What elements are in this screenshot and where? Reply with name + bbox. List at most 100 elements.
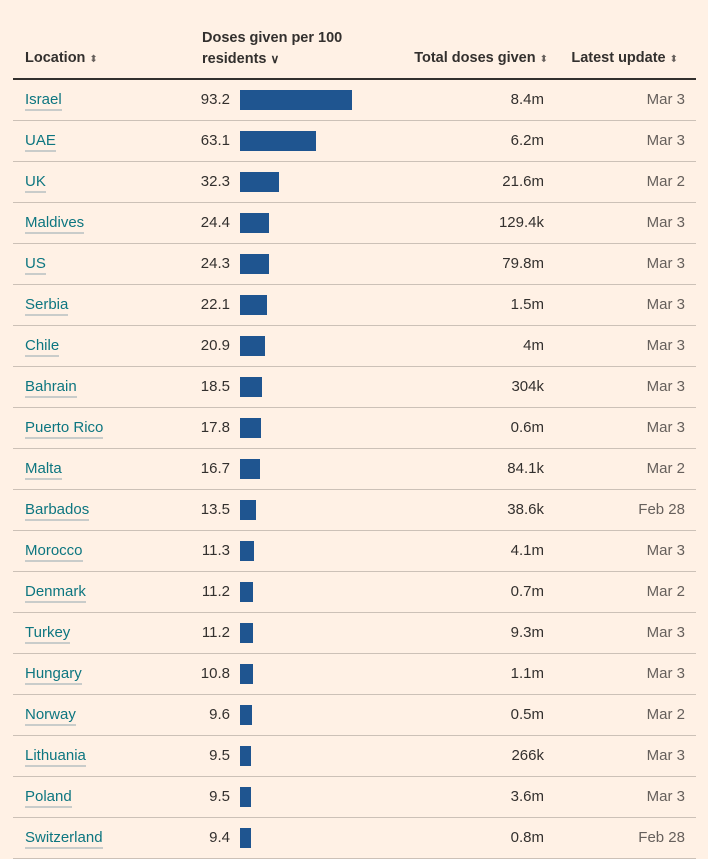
location-name[interactable]: Hungary xyxy=(25,665,82,685)
latest-update: Mar 3 xyxy=(646,788,685,805)
doses-value: 13.5 xyxy=(200,501,230,518)
doses-value: 9.5 xyxy=(209,747,230,764)
latest-update: Mar 3 xyxy=(646,132,685,149)
sort-location-header[interactable]: Location ⬍ xyxy=(25,48,98,70)
location-link[interactable]: Poland xyxy=(25,777,72,817)
location-name[interactable]: Barbados xyxy=(25,501,90,521)
table-body: Israel 93.2 8.4m Mar 3 UAE 63.1 6.2m Mar 3 UK 32.… xyxy=(13,80,696,859)
table-row: Denmark 11.2 0.7m Mar 2 xyxy=(13,572,696,613)
location-name[interactable]: Morocco xyxy=(25,542,83,562)
latest-update: Mar 3 xyxy=(646,624,685,641)
table-row: Switzerland 9.4 0.8m Feb 28 xyxy=(13,818,696,859)
location-name[interactable]: Israel xyxy=(25,91,62,111)
location-link[interactable]: US xyxy=(25,244,46,284)
location-name[interactable]: UAE xyxy=(25,132,56,152)
table-row: Turkey 11.2 9.3m Mar 3 xyxy=(13,613,696,654)
latest-update: Mar 2 xyxy=(646,173,685,190)
location-name[interactable]: Turkey xyxy=(25,624,71,644)
total-doses: 0.5m xyxy=(510,706,544,723)
total-doses: 304k xyxy=(511,378,544,395)
table-row: UAE 63.1 6.2m Mar 3 xyxy=(13,121,696,162)
location-name[interactable]: US xyxy=(25,255,46,275)
total-doses: 0.6m xyxy=(510,419,544,436)
doses-bar xyxy=(240,623,254,643)
total-doses: 79.8m xyxy=(502,255,544,272)
doses-value: 17.8 xyxy=(200,419,230,436)
latest-update: Mar 3 xyxy=(646,542,685,559)
table-row: Poland 9.5 3.6m Mar 3 xyxy=(13,777,696,818)
doses-bar xyxy=(240,664,253,684)
total-doses: 8.4m xyxy=(510,91,544,108)
doses-bar xyxy=(240,295,267,315)
location-name[interactable]: Chile xyxy=(25,337,60,357)
doses-value: 9.4 xyxy=(209,829,230,846)
sort-doses-header[interactable]: Doses given per 100 residents ∨ xyxy=(202,28,372,70)
doses-bar xyxy=(240,172,279,192)
location-link[interactable]: UK xyxy=(25,162,46,202)
latest-update: Mar 3 xyxy=(646,337,685,354)
total-doses: 4m xyxy=(523,337,544,354)
location-link[interactable]: Bahrain xyxy=(25,367,77,407)
total-doses: 84.1k xyxy=(507,460,544,477)
location-name[interactable]: Malta xyxy=(25,460,62,480)
total-doses: 266k xyxy=(511,747,544,764)
location-link[interactable]: UAE xyxy=(25,121,56,161)
location-name[interactable]: Bahrain xyxy=(25,378,77,398)
location-link[interactable]: Chile xyxy=(25,326,60,366)
total-doses: 6.2m xyxy=(510,132,544,149)
location-name[interactable]: Lithuania xyxy=(25,747,86,767)
doses-value: 9.5 xyxy=(209,788,230,805)
doses-bar xyxy=(240,787,252,807)
location-link[interactable]: Barbados xyxy=(25,490,90,530)
location-name[interactable]: Switzerland xyxy=(25,829,103,849)
location-link[interactable]: Serbia xyxy=(25,285,69,325)
table-header: Location ⬍ Doses given per 100 residents ∨… xyxy=(13,0,696,80)
doses-bar xyxy=(240,418,262,438)
location-name[interactable]: Serbia xyxy=(25,296,69,316)
location-link[interactable]: Norway xyxy=(25,695,76,735)
table-row: Malta 16.7 84.1k Mar 2 xyxy=(13,449,696,490)
doses-value: 22.1 xyxy=(200,296,230,313)
doses-bar xyxy=(240,459,260,479)
location-name[interactable]: Norway xyxy=(25,706,76,726)
location-link[interactable]: Morocco xyxy=(25,531,83,571)
doses-value: 24.3 xyxy=(200,255,230,272)
location-link[interactable]: Turkey xyxy=(25,613,71,653)
latest-update: Mar 3 xyxy=(646,378,685,395)
location-link[interactable]: Malta xyxy=(25,449,62,489)
latest-update: Feb 28 xyxy=(638,501,685,518)
location-name[interactable]: Maldives xyxy=(25,214,85,234)
header-label: Doses given per 100 residents xyxy=(202,30,343,67)
table-row: Chile 20.9 4m Mar 3 xyxy=(13,326,696,367)
total-doses: 9.3m xyxy=(510,624,544,641)
table-row: Norway 9.6 0.5m Mar 2 xyxy=(13,695,696,736)
doses-value: 11.2 xyxy=(201,583,230,600)
location-link[interactable]: Denmark xyxy=(25,572,86,612)
table-row: Bahrain 18.5 304k Mar 3 xyxy=(13,367,696,408)
location-name[interactable]: UK xyxy=(25,173,46,193)
doses-value: 93.2 xyxy=(200,91,230,108)
location-name[interactable]: Denmark xyxy=(25,583,86,603)
location-name[interactable]: Puerto Rico xyxy=(25,419,104,439)
sort-total-header[interactable]: Total doses given ⬍ xyxy=(414,48,548,70)
sort-update-header[interactable]: Latest update ⬍ xyxy=(571,48,678,70)
doses-bar xyxy=(240,90,352,110)
latest-update: Mar 3 xyxy=(646,91,685,108)
table-row: Serbia 22.1 1.5m Mar 3 xyxy=(13,285,696,326)
total-doses: 4.1m xyxy=(510,542,544,559)
doses-bar xyxy=(240,828,252,848)
location-link[interactable]: Lithuania xyxy=(25,736,86,776)
table-row: US 24.3 79.8m Mar 3 xyxy=(13,244,696,285)
location-name[interactable]: Poland xyxy=(25,788,72,808)
location-link[interactable]: Maldives xyxy=(25,203,85,243)
location-link[interactable]: Hungary xyxy=(25,654,82,694)
doses-value: 18.5 xyxy=(200,378,230,395)
location-link[interactable]: Switzerland xyxy=(25,818,103,858)
location-link[interactable]: Puerto Rico xyxy=(25,408,104,448)
location-link[interactable]: Israel xyxy=(25,80,62,120)
table-row: Barbados 13.5 38.6k Feb 28 xyxy=(13,490,696,531)
doses-bar xyxy=(240,705,252,725)
doses-bar xyxy=(240,213,270,233)
sort-icon: ⬍ xyxy=(669,54,678,65)
header-label: Total doses given xyxy=(414,50,536,66)
